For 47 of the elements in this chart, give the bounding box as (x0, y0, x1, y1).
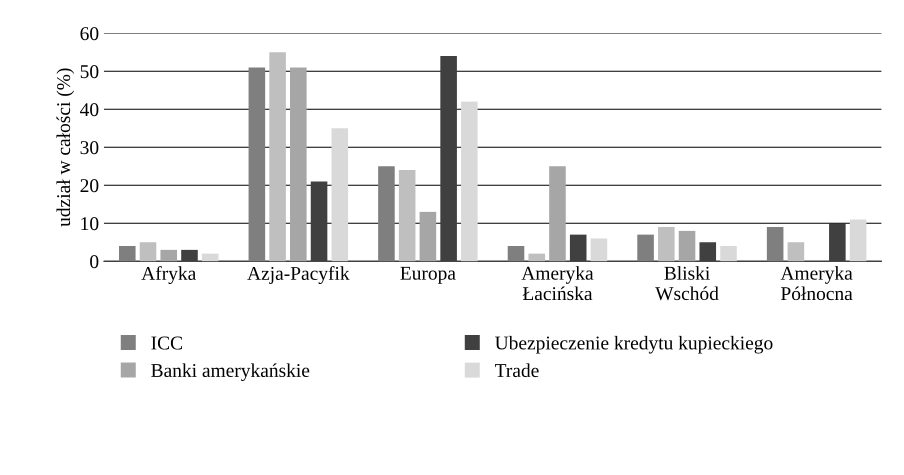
y-tick-label: 10 (81, 217, 98, 230)
legend-label: ICC (151, 336, 182, 350)
legend-label: Ubezpieczenie kredytu kupieckiego (495, 336, 772, 354)
bar (269, 52, 286, 262)
bar (160, 250, 178, 262)
legend-label: Banki amerykańskie (151, 363, 310, 382)
bar (331, 128, 348, 262)
bar (181, 250, 198, 262)
bar (310, 181, 328, 262)
bar (248, 67, 266, 262)
bar (398, 170, 416, 262)
bar (440, 56, 457, 262)
bar (720, 246, 737, 262)
y-tick-label: 50 (80, 65, 98, 78)
bar (290, 67, 307, 262)
bar (590, 238, 608, 262)
bar (637, 234, 654, 262)
y-tick-label: 60 (80, 27, 98, 40)
y-tick-label: 20 (80, 179, 98, 192)
bar (699, 242, 716, 262)
x-tick-label: Azja-Pacyfik (247, 266, 350, 284)
bar (118, 246, 136, 262)
bar (678, 230, 696, 262)
bar (658, 227, 675, 262)
x-tick-label: Ameryka Łacińska (521, 266, 594, 300)
x-tick-label: Afryka (141, 266, 196, 284)
bar (766, 227, 784, 262)
x-tick-label: Europa (400, 266, 456, 284)
y-tick-label: 40 (80, 103, 98, 116)
bar (461, 102, 478, 262)
bar (140, 242, 156, 262)
bar (788, 242, 804, 262)
bar (570, 234, 586, 262)
y-axis-title: udział w całości (%) (56, 68, 74, 227)
y-tick-label: 30 (80, 141, 98, 154)
bar (549, 166, 566, 262)
x-tick-label: Ameryka Północna (780, 266, 853, 300)
legend-label: Trade (494, 363, 539, 378)
bar (829, 223, 846, 262)
x-tick-label: Bliski Wschód (655, 266, 719, 300)
bar (378, 166, 395, 262)
bar (202, 254, 219, 262)
y-tick-label: 0 (90, 255, 98, 268)
bar (420, 212, 436, 262)
bar (850, 219, 866, 262)
bar (508, 246, 524, 262)
bar (528, 254, 546, 262)
